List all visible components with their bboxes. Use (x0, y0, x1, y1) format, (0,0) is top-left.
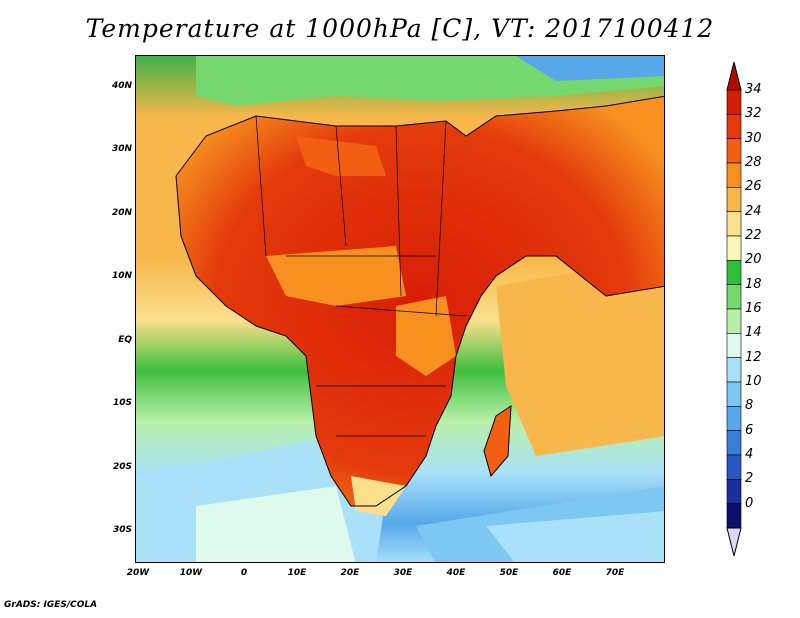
indian-ocean-warm (496, 256, 664, 456)
sahara-patch (296, 136, 386, 176)
colorbar (726, 61, 742, 557)
colorbar-segment (726, 235, 742, 261)
y-tick-label: 20N (111, 207, 132, 218)
y-tick-label: 10N (111, 271, 132, 282)
colorbar-label: 28 (745, 155, 762, 170)
colorbar-segment (726, 284, 742, 310)
x-tick-label: 20E (340, 568, 360, 578)
colorbar-label: 32 (745, 106, 762, 122)
colorbar-segment (726, 357, 742, 383)
temperature-map (136, 56, 664, 562)
colorbar-label: 6 (745, 422, 754, 438)
credit-footer: GrADS: IGES/COLA (4, 600, 98, 610)
colorbar-label: 26 (745, 179, 762, 195)
colorbar-segment (726, 187, 742, 212)
colorbar-segment (726, 503, 742, 529)
madagascar-outline (483, 405, 512, 478)
colorbar-segment (726, 260, 742, 285)
colorbar-segment (726, 162, 742, 188)
y-tick-label: EQ (118, 334, 132, 345)
colorbar-segment (726, 381, 742, 407)
colorbar-bottom-arrow (726, 527, 742, 557)
colorbar-label: 14 (745, 325, 762, 341)
colorbar-segment (726, 406, 742, 431)
colorbar-segment (726, 479, 742, 504)
colorbar-label: 34 (745, 82, 762, 97)
colorbar-label: 30 (745, 130, 762, 146)
colorbar-label: 2 (745, 471, 754, 487)
madagascar (484, 406, 511, 476)
central-africa-patch (396, 296, 456, 376)
x-tick-label: 40E (446, 568, 466, 578)
x-tick-label: 10W (179, 568, 203, 578)
colorbar-top-arrow (726, 61, 742, 91)
south-indian-cooler (486, 511, 664, 562)
colorbar-label: 12 (745, 349, 762, 365)
colorbar-label: 18 (745, 276, 762, 292)
x-tick-label: 10E (287, 568, 307, 578)
north-cold (516, 56, 664, 81)
sahel-patch (266, 246, 406, 306)
colorbar-segment (726, 430, 742, 456)
colorbar-segment (726, 114, 742, 139)
chart-title: Temperature at 1000hPa [C], VT: 20171004… (85, 14, 715, 43)
colorbar-label: 8 (745, 398, 754, 414)
colorbar-segment (726, 211, 742, 237)
colorbar-label: 4 (745, 447, 754, 462)
x-tick-label: 70E (605, 568, 625, 578)
y-tick-label: 10S (112, 398, 132, 409)
x-tick-label: 20W (126, 568, 150, 578)
hot-landmass (176, 96, 664, 506)
colorbar-label: 10 (745, 374, 762, 389)
colorbar-label: 24 (745, 203, 762, 219)
x-tick-label: 30E (393, 568, 413, 578)
y-tick-label: 30N (111, 144, 132, 155)
colorbar-label: 22 (745, 228, 762, 243)
x-tick-label: 50E (499, 568, 519, 578)
map-panel (135, 55, 665, 563)
country-borders (255, 115, 467, 437)
colorbar-segment (726, 454, 742, 480)
colorbar-label: 16 (745, 301, 762, 316)
colorbar-label: 20 (745, 252, 762, 268)
colorbar-segment (726, 333, 742, 358)
colorbar-segment (726, 89, 742, 115)
colorbar-segment (726, 138, 742, 164)
y-tick-label: 30S (112, 525, 132, 536)
y-tick-label: 40N (111, 80, 132, 91)
x-tick-label: 0 (240, 568, 248, 578)
colorbar-segment (726, 308, 742, 334)
x-tick-label: 60E (552, 568, 572, 578)
south-atlantic-cooler (196, 486, 356, 562)
colorbar-label: 0 (745, 495, 754, 511)
y-tick-label: 20S (112, 461, 132, 472)
